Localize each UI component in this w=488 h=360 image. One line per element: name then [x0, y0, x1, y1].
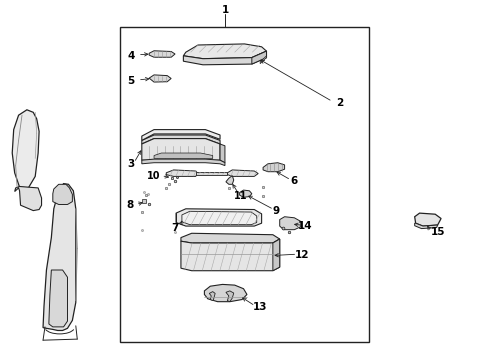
Polygon shape — [142, 139, 220, 160]
Polygon shape — [15, 186, 41, 211]
Polygon shape — [195, 172, 227, 175]
Polygon shape — [181, 239, 279, 271]
Polygon shape — [239, 190, 251, 197]
Text: 9: 9 — [272, 206, 279, 216]
Polygon shape — [225, 291, 233, 302]
Polygon shape — [183, 51, 266, 65]
Polygon shape — [414, 223, 437, 229]
Polygon shape — [414, 213, 440, 226]
Polygon shape — [149, 75, 171, 82]
Polygon shape — [225, 176, 233, 184]
Polygon shape — [149, 51, 175, 57]
Text: 1: 1 — [221, 5, 228, 15]
Text: 7: 7 — [171, 222, 179, 233]
Text: 6: 6 — [290, 176, 297, 186]
Text: 13: 13 — [252, 302, 267, 312]
Polygon shape — [176, 209, 261, 226]
Polygon shape — [209, 292, 215, 301]
Polygon shape — [220, 144, 224, 163]
Polygon shape — [142, 135, 220, 144]
Text: 10: 10 — [147, 171, 161, 181]
Polygon shape — [49, 270, 67, 327]
Polygon shape — [142, 130, 220, 140]
Polygon shape — [181, 233, 279, 243]
Polygon shape — [53, 184, 72, 204]
Text: 14: 14 — [298, 221, 312, 231]
Text: 8: 8 — [126, 200, 133, 210]
Polygon shape — [260, 56, 266, 64]
Polygon shape — [204, 284, 246, 302]
Text: 4: 4 — [127, 51, 135, 61]
Polygon shape — [182, 211, 256, 225]
Text: 15: 15 — [429, 227, 444, 237]
Polygon shape — [279, 217, 300, 230]
Polygon shape — [142, 159, 224, 166]
Text: 11: 11 — [233, 191, 247, 201]
Text: 2: 2 — [336, 98, 343, 108]
Polygon shape — [166, 170, 198, 176]
Polygon shape — [43, 184, 76, 330]
Polygon shape — [227, 170, 258, 176]
Text: 3: 3 — [127, 159, 134, 169]
Bar — [120, 27, 368, 342]
Polygon shape — [263, 163, 284, 172]
Text: 5: 5 — [127, 76, 134, 86]
Polygon shape — [272, 239, 279, 271]
Polygon shape — [251, 51, 266, 64]
Polygon shape — [12, 110, 39, 188]
Polygon shape — [183, 44, 266, 59]
Polygon shape — [154, 153, 212, 158]
Text: 12: 12 — [294, 250, 309, 260]
